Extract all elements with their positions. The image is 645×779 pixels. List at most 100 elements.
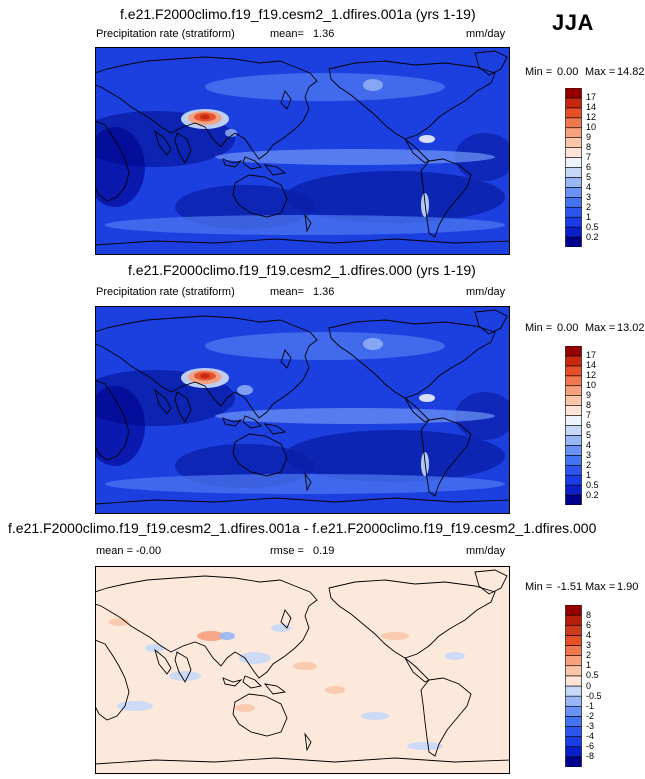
- colorbar-tick-label: -3: [586, 721, 595, 731]
- panel3-stat-label: rmse =: [270, 545, 304, 557]
- colorbar-box: [565, 197, 582, 208]
- colorbar-tick-label: 3: [586, 449, 592, 460]
- colorbar-tick-label: 2: [586, 201, 592, 212]
- panel3-title: f.e21.F2000climo.f19_f19.cesm2_1.dfires.…: [8, 520, 597, 536]
- storm-track: [105, 474, 505, 494]
- colorbar-tick-label: 5: [586, 429, 592, 440]
- panel3-units: mm/day: [466, 545, 506, 557]
- coastline: [328, 319, 496, 399]
- panel3-colorbar: [565, 605, 582, 767]
- anomaly-patch: [271, 624, 291, 632]
- dry-region: [285, 430, 505, 482]
- colorbar-tick-label: 4: [586, 181, 592, 192]
- coastline: [474, 50, 508, 76]
- panel2-units: mm/day: [466, 286, 506, 298]
- panel2-min-value: 0.00: [557, 322, 579, 334]
- panel1-field-label: Precipitation rate (stratiform): [96, 28, 235, 40]
- colorbar-tick-label: 8: [586, 609, 592, 620]
- coastline: [474, 309, 508, 335]
- colorbar-box: [565, 645, 582, 656]
- coastline: [222, 158, 243, 168]
- panel1-title: f.e21.F2000climo.f19_f19.cesm2_1.dfires.…: [120, 6, 476, 22]
- colorbar-tick-label: 8: [586, 400, 592, 411]
- coastline: [280, 609, 292, 629]
- colorbar-tick-label: 0.5: [586, 670, 599, 681]
- colorbar-box: [565, 736, 582, 748]
- colorbar-tick-label: -0.5: [586, 690, 602, 701]
- colorbar-tick-label: 7: [586, 410, 592, 421]
- anomaly-patch: [293, 662, 317, 670]
- colorbar-tick-label: 4: [586, 629, 592, 640]
- colorbar-box: [565, 464, 582, 476]
- coastline: [328, 579, 496, 659]
- panel3-mean-label: mean =: [96, 545, 133, 557]
- colorbar-tick-label: -2: [586, 710, 595, 721]
- anomaly-patch: [325, 686, 345, 694]
- andes-high: [419, 135, 435, 143]
- map-frame: [95, 566, 510, 774]
- colorbar-box: [565, 425, 582, 436]
- colorbar-box: [565, 97, 582, 109]
- anomaly-patch: [381, 632, 409, 640]
- colorbar-box: [565, 605, 582, 616]
- coastline: [174, 391, 192, 423]
- coastline: [95, 379, 130, 461]
- coastline: [154, 648, 172, 675]
- colorbar-box: [565, 355, 582, 367]
- cordillera-high: [363, 338, 383, 350]
- colorbar-box: [565, 435, 582, 446]
- coastline: [95, 757, 510, 765]
- anomaly-patch: [219, 632, 235, 640]
- panel3-stat-value: 0.19: [313, 545, 335, 557]
- monsoon-region: [225, 129, 237, 137]
- colorbar-tick-label: -6: [586, 741, 595, 752]
- panel2-colorbar: [565, 346, 582, 505]
- colorbar-tick-label: 3: [586, 640, 592, 650]
- panel1-colorbar: [565, 88, 582, 247]
- coastline: [232, 433, 288, 477]
- colorbar-tick-label: 12: [586, 112, 597, 123]
- coastline: [232, 693, 288, 737]
- panel2-title: f.e21.F2000climo.f19_f19.cesm2_1.dfires.…: [128, 262, 476, 278]
- coastline: [304, 732, 312, 752]
- colorbar-tick-label: 1: [586, 211, 592, 222]
- panel3-map: [95, 566, 510, 774]
- colorbar-box: [565, 675, 582, 687]
- colorbar-box: [565, 226, 582, 238]
- colorbar-box: [565, 107, 582, 119]
- tibet-max: [200, 373, 210, 379]
- colorbar-tick-label: 2: [586, 650, 592, 661]
- storm-track: [105, 215, 505, 235]
- colorbar-tick-label: 17: [586, 350, 597, 361]
- colorbar-tick-label: 14: [586, 360, 597, 371]
- panel2-map: [95, 306, 510, 514]
- colorbar-box: [565, 187, 582, 198]
- dry-region: [285, 171, 505, 223]
- colorbar-tick-label: 0.5: [586, 221, 599, 232]
- colorbar-box: [565, 474, 582, 486]
- panel2-field-label: Precipitation rate (stratiform): [96, 286, 235, 298]
- panel2-min-label: Min =: [525, 322, 553, 334]
- colorbar-box: [565, 147, 582, 158]
- coastline: [420, 417, 472, 497]
- colorbar-tick-label: 7: [586, 152, 592, 163]
- colorbar-tick-label: 3: [586, 191, 592, 202]
- colorbar-tick-label: -1: [586, 700, 595, 711]
- coastline: [328, 60, 496, 140]
- coastline: [304, 213, 312, 233]
- colorbar-box: [565, 127, 582, 138]
- colorbar-tick-label: 1: [586, 660, 592, 671]
- panel1-stat-value: 1.36: [313, 28, 335, 40]
- colorbar-tick-label: 1: [586, 469, 592, 480]
- anomaly-patch: [145, 644, 165, 652]
- colorbar-box: [565, 206, 582, 218]
- colorbar-box: [565, 177, 582, 188]
- season-label: JJA: [552, 10, 594, 35]
- coastline: [474, 569, 508, 595]
- panel1-units: mm/day: [466, 28, 506, 40]
- colorbar-box: [565, 385, 582, 396]
- colorbar-tick-label: 6: [586, 619, 592, 630]
- panel1-max-label: Max =: [585, 66, 616, 78]
- coastline: [242, 415, 262, 429]
- colorbar-tick-label: 8: [586, 142, 592, 153]
